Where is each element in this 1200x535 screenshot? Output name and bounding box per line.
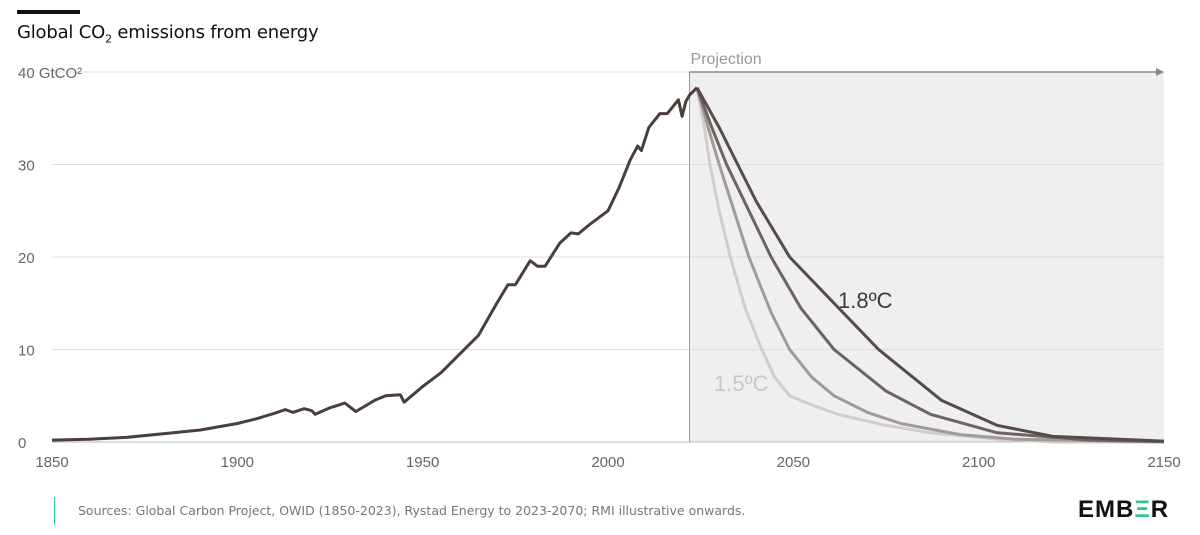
y-tick-label: 40 GtCO² (18, 65, 82, 82)
x-tick-label: 2000 (591, 454, 624, 471)
x-tick-label: 2100 (962, 454, 995, 471)
label-1-5c: 1.5ºC (714, 371, 769, 396)
y-tick-label: 20 (18, 250, 35, 267)
y-tick-label: 0 (18, 435, 26, 452)
ember-logo: EMBΞR (1078, 496, 1170, 523)
chart-title: Global CO2 emissions from energy (17, 22, 319, 46)
scenario-line-3 (695, 87, 1165, 444)
label-1-8c: 1.8ºC (838, 288, 893, 313)
arrow-head-icon (1156, 68, 1164, 76)
historical-line (51, 86, 699, 442)
y-tick-label: 10 (18, 343, 35, 360)
projection-label: Projection (691, 51, 762, 68)
x-tick-label: 1900 (221, 454, 254, 471)
scenario-line-1 (695, 86, 1165, 443)
x-tick-label: 2150 (1147, 454, 1180, 471)
title-accent-bar (17, 10, 80, 14)
scenario-line-2 (695, 87, 1165, 443)
sources-note: Sources: Global Carbon Project, OWID (18… (78, 503, 746, 518)
title-text-suffix: emissions from energy (111, 22, 319, 43)
footer-accent-line (54, 497, 55, 525)
y-tick-label: 30 (18, 158, 35, 175)
x-tick-label: 1850 (35, 454, 68, 471)
title-subscript: 2 (105, 32, 112, 46)
x-tick-label: 2050 (777, 454, 810, 471)
title-text: Global CO (17, 22, 106, 43)
x-tick-label: 1950 (406, 454, 439, 471)
